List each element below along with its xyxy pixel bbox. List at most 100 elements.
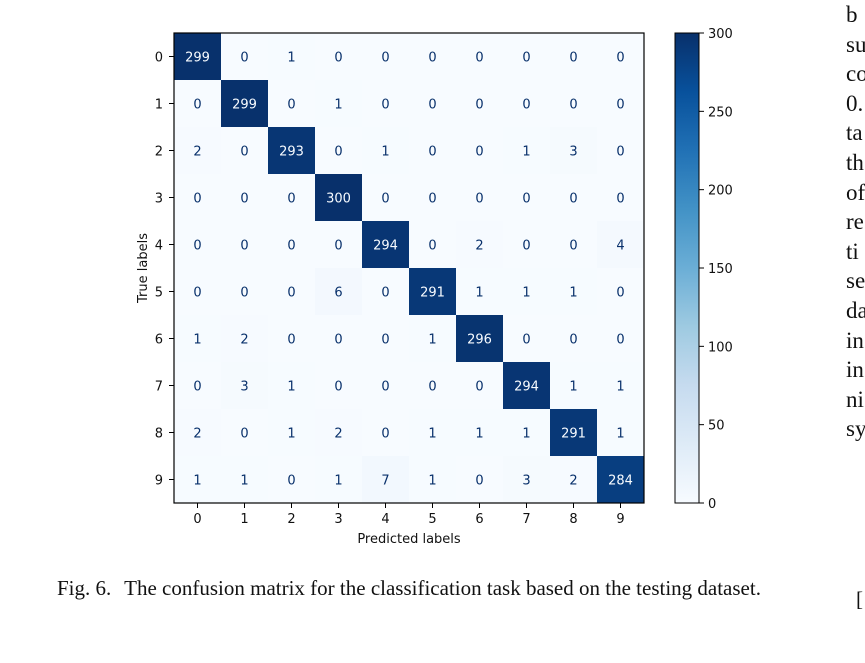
right-column-fragment-2: co [846, 61, 865, 87]
heatmap-cell-5-9 [597, 268, 645, 316]
x-tick-label-0: 0 [193, 512, 201, 527]
x-tick-label-6: 6 [475, 512, 483, 527]
y-tick-label-8: 8 [155, 427, 163, 442]
confusion-matrix-figure: 299 0 1 0 0 0 0 0 0 00 299 0 1 0 0 0 0 0 02 0 293 0 1 0 0 1 3 00 0 0 3… [136, 27, 733, 547]
heatmap-cell-7-3 [315, 362, 363, 410]
cell-value-label-8-4: 0 [381, 427, 389, 442]
heatmap-cell-8-2 [268, 409, 316, 457]
cell-value-label-9-8: 2 [569, 474, 577, 489]
heatmap-cell-5-5 [409, 268, 457, 316]
cell-value-label-2-7: 1 [522, 145, 530, 160]
cell-value-label-4-7: 0 [522, 239, 530, 254]
right-column-fragment-8: ti [846, 238, 859, 264]
cell-value-label-0-7: 0 [522, 51, 530, 66]
heatmap-cell-7-2 [268, 362, 316, 410]
right-column-fragment-5: th [846, 149, 864, 175]
cell-value-label-5-9: 0 [616, 286, 624, 301]
cell-value-label-6-0: 1 [193, 333, 201, 348]
y-tick-label-3: 3 [155, 192, 163, 207]
cell-value-label-4-3: 0 [334, 239, 342, 254]
heatmap-cell-6-4 [362, 315, 410, 363]
cell-value-label-2-0: 2 [193, 145, 201, 160]
heatmap-cell-9-3 [315, 456, 363, 504]
heatmap-cell-3-2 [268, 174, 316, 222]
cell-value-label-6-1: 2 [240, 333, 248, 348]
cell-value-label-5-4: 0 [381, 286, 389, 301]
right-column-fragment-4: ta [846, 120, 863, 146]
cell-value-label-2-6: 0 [475, 145, 483, 160]
colorbar-tick-label-1: 50 [708, 419, 725, 434]
cell-value-label-6-3: 0 [334, 333, 342, 348]
heatmap-cell-9-9 [597, 456, 645, 504]
heatmap-cell-6-3 [315, 315, 363, 363]
cell-value-label-1-9: 0 [616, 98, 624, 113]
cell-value-label-8-0: 2 [193, 427, 201, 442]
heatmap-cell-1-5 [409, 80, 457, 128]
cell-value-label-7-5: 0 [428, 380, 436, 395]
cell-value-label-2-3: 0 [334, 145, 342, 160]
heatmap-cell-1-1 [221, 80, 269, 128]
cell-value-label-2-4: 1 [381, 145, 389, 160]
heatmap-cell-3-7 [503, 174, 551, 222]
heatmap-cell-4-4 [362, 221, 410, 269]
cell-value-label-1-6: 0 [475, 98, 483, 113]
right-column-fragment-3: 0. [846, 90, 864, 116]
right-column-fragment-1: su [846, 31, 865, 57]
heatmap-cell-4-7 [503, 221, 551, 269]
heatmap-cell-6-2 [268, 315, 316, 363]
cell-value-label-0-1: 0 [240, 51, 248, 66]
heatmap-cell-3-5 [409, 174, 457, 222]
cell-value-label-6-7: 0 [522, 333, 530, 348]
cell-value-label-4-1: 0 [240, 239, 248, 254]
right-column-fragment-10: da [846, 297, 865, 323]
cell-value-label-9-7: 3 [522, 474, 530, 489]
x-tick-label-1: 1 [240, 512, 248, 527]
cell-value-label-1-8: 0 [569, 98, 577, 113]
cell-value-label-4-8: 0 [569, 239, 577, 254]
cell-value-label-5-2: 0 [287, 286, 295, 301]
heatmap-cell-0-7 [503, 33, 551, 81]
heatmap-cell-7-7 [503, 362, 551, 410]
cell-value-label-2-8: 3 [569, 145, 577, 160]
heatmap-cell-2-7 [503, 127, 551, 175]
cell-value-label-5-5: 291 [420, 286, 445, 301]
colorbar-tick-label-0: 0 [708, 497, 716, 512]
x-tick-label-2: 2 [287, 512, 295, 527]
cell-value-label-0-6: 0 [475, 51, 483, 66]
right-column-fragment-9: se [846, 268, 865, 294]
x-tick-label-9: 9 [616, 512, 624, 527]
cell-value-label-0-5: 0 [428, 51, 436, 66]
heatmap-cell-5-3 [315, 268, 363, 316]
cell-value-label-4-5: 0 [428, 239, 436, 254]
heatmap-cell-0-9 [597, 33, 645, 81]
heatmap-cell-0-6 [456, 33, 504, 81]
heatmap-cell-1-7 [503, 80, 551, 128]
heatmap-cell-2-9 [597, 127, 645, 175]
cell-value-label-0-8: 0 [569, 51, 577, 66]
y-tick-label-7: 7 [155, 380, 163, 395]
colorbar-tick-label-5: 250 [708, 105, 733, 120]
heatmap-cell-8-1 [221, 409, 269, 457]
y-axis-ticks: 0 1 2 3 4 5 6 7 8 9 [155, 51, 174, 489]
cell-value-label-2-9: 0 [616, 145, 624, 160]
cell-value-label-8-3: 2 [334, 427, 342, 442]
heatmap-cell-0-4 [362, 33, 410, 81]
heatmap-cell-5-7 [503, 268, 551, 316]
cell-value-label-4-9: 4 [616, 239, 624, 254]
heatmap-cell-5-4 [362, 268, 410, 316]
heatmap-cell-8-3 [315, 409, 363, 457]
x-tick-label-3: 3 [334, 512, 342, 527]
cell-value-label-0-2: 1 [287, 51, 295, 66]
heatmap-cell-8-6 [456, 409, 504, 457]
cell-value-label-9-0: 1 [193, 474, 201, 489]
heatmap-cell-8-5 [409, 409, 457, 457]
heatmap-cell-7-1 [221, 362, 269, 410]
right-column-fragment-0: b [846, 2, 858, 27]
heatmap-cell-5-8 [550, 268, 598, 316]
right-column-fragment-13: ni [846, 386, 864, 412]
cell-value-label-7-1: 3 [240, 380, 248, 395]
cell-value-label-1-1: 299 [232, 98, 257, 113]
cell-value-label-8-7: 1 [522, 427, 530, 442]
figure-caption-text: The confusion matrix for the classificat… [124, 576, 761, 600]
y-tick-label-2: 2 [155, 145, 163, 160]
